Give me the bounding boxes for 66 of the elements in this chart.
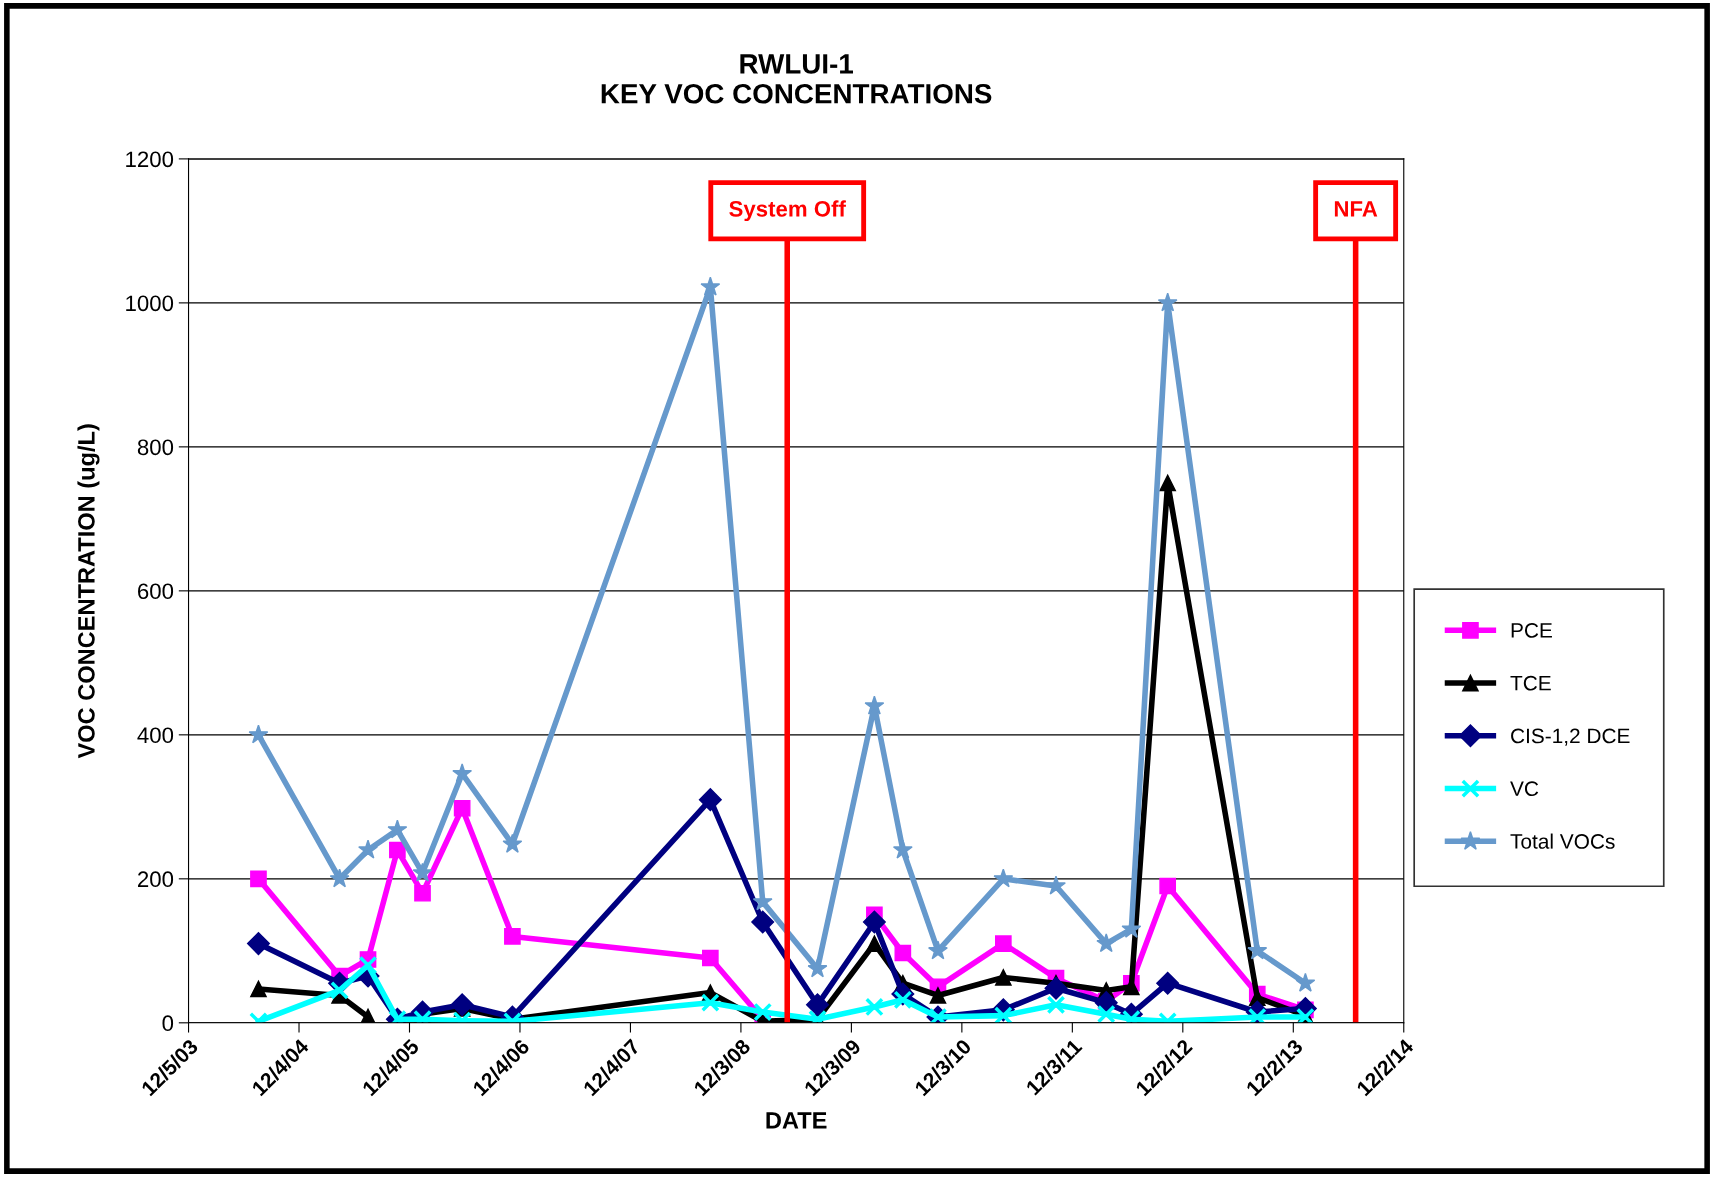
point [700,276,721,296]
point [412,862,433,882]
point [753,1002,773,1022]
point [805,993,829,1017]
chart-title: RWLUI-1 KEY VOC CONCENTRATIONS [601,54,992,104]
point [893,990,913,1010]
point [864,695,885,715]
point [894,944,912,962]
point [389,841,406,859]
point [1046,875,1066,895]
point [1096,1004,1116,1023]
point [358,839,378,859]
point [414,884,431,902]
point [1044,976,1068,1000]
point [1157,292,1178,312]
point [1247,1007,1267,1023]
point [865,997,884,1017]
point [994,935,1012,952]
point [928,940,948,960]
point [250,980,267,998]
point [862,910,886,934]
legend-label: VC [1510,781,1539,797]
legend-label: PCE [1511,623,1552,638]
point [929,987,947,1004]
point [866,935,883,952]
point [892,839,913,859]
y-axis-title: VOC CONCENTRATION (ug/L) [77,424,100,759]
ref-line-label: NFA [1334,201,1378,217]
point [1159,877,1177,895]
y-tick-label: 800 [137,439,174,456]
point [387,819,408,839]
point [450,993,474,1017]
point [993,1006,1013,1023]
point [329,868,350,888]
point [453,799,471,817]
legend-label: Total VOCs [1510,833,1615,849]
point [994,969,1012,986]
point [504,928,521,945]
point [246,932,270,956]
y-tick-label: 400 [137,727,174,744]
point [993,868,1014,888]
point [698,788,722,812]
y-tick-label: 200 [138,871,174,888]
point [1096,933,1117,953]
point [250,870,267,888]
y-tick-label: 1000 [126,295,174,312]
point [807,958,828,978]
point [358,955,378,975]
point [1046,995,1066,1015]
y-tick-label: 0 [162,1015,174,1032]
point [248,724,269,744]
point [751,910,775,934]
point [1159,474,1177,492]
legend-label: CIS-1,2 DCE [1511,728,1630,746]
point [700,993,720,1013]
point [452,763,473,783]
x-axis-title: DATE [766,1112,827,1129]
y-tick-label: 1200 [126,151,174,168]
point [1295,972,1316,992]
point [1156,971,1180,995]
legend-label: TCE [1510,675,1551,691]
y-tick-label: 600 [138,583,174,600]
point [702,949,719,967]
ref-line-label: System Off [729,200,846,222]
point [1247,940,1268,960]
point [502,833,523,853]
